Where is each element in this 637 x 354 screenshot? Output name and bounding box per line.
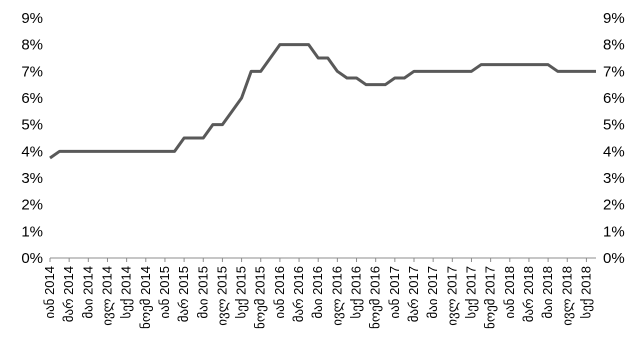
x-tick-label: მაი 2017 [425,266,440,319]
x-axis: იან 2014 მარ 2014 მაი 2014 ივლ 2014 სექ 2014… [42,257,596,329]
series-layer [49,43,596,160]
y-tick-label-right: 3% [603,170,625,187]
x-tick-label: მაი 2016 [310,266,325,319]
y-tick-label-left: 0% [21,250,43,267]
x-tick-label: იან 2016 [272,266,287,319]
y-tick-label-left: 8% [21,37,43,54]
y-tick-label-left: 2% [21,197,43,214]
x-tick-label: ივლ 2018 [559,266,574,326]
x-tick-label: სექ 2014 [119,266,134,319]
x-tick-label: მარ 2016 [291,266,306,322]
x-tick-label: ივლ 2016 [329,266,344,326]
series-line [49,43,596,160]
x-tick-label: ივლ 2014 [99,266,114,326]
y-tick-label-left: 9% [21,10,43,27]
y-tick-label-right: 8% [603,37,625,54]
y-tick-label-right: 1% [603,223,625,240]
y-tick-label-left: 7% [21,63,43,80]
y-tick-label-left: 6% [21,90,43,107]
y-tick-label-right: 2% [603,197,625,214]
y-tick-label-left: 4% [21,143,43,160]
y-tick-label-left: 1% [21,223,43,240]
x-tick-label: იან 2014 [42,266,57,319]
x-tick-label: მაი 2015 [195,266,210,319]
x-tick-label: მარ 2018 [521,266,536,322]
x-tick-label: ნოემ 2014 [138,266,153,329]
x-tick-label: მარ 2015 [176,266,191,322]
x-tick-label: იან 2017 [387,266,402,319]
y-tick-label-right: 0% [603,250,625,267]
y-axis-left: 0% 1% 2% 3% 4% 5% 6% 7% 8% 9% [21,10,43,267]
y-axis-right: 0% 1% 2% 3% 4% 5% 6% 7% 8% 9% [603,10,625,267]
x-tick-label: იან 2015 [157,266,172,319]
x-tick-label: ივლ 2015 [214,266,229,326]
x-tick-label: მარ 2014 [61,266,76,322]
y-tick-label-right: 7% [603,63,625,80]
x-tick-label: ნოემ 2017 [483,266,498,329]
x-tick-label: ნოემ 2015 [253,266,268,329]
y-tick-label-right: 6% [603,90,625,107]
y-tick-label-right: 4% [603,143,625,160]
x-tick-label: სექ 2018 [578,266,593,319]
y-tick-label-left: 3% [21,170,43,187]
x-tick-label: ნოემ 2016 [368,266,383,329]
x-tick-label: იან 2018 [502,266,517,319]
x-tick-label: მაი 2018 [540,266,555,319]
x-tick-label: ივლ 2017 [444,266,459,326]
x-tick-label: სექ 2016 [349,266,364,319]
x-tick-label: სექ 2015 [234,266,249,319]
x-tick-label: მაი 2014 [80,266,95,319]
y-tick-label-left: 5% [21,117,43,134]
y-tick-label-right: 5% [603,117,625,134]
x-tick-label: სექ 2017 [463,266,478,319]
y-tick-label-right: 9% [603,10,625,27]
x-tick-label: მარ 2017 [406,266,421,322]
